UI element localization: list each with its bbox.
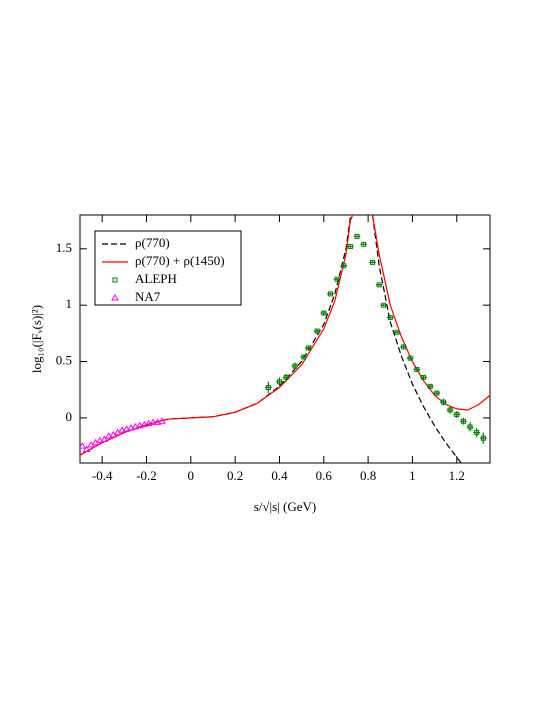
data-point: [276, 379, 282, 385]
data-point: [354, 233, 360, 239]
data-point: [118, 426, 126, 433]
data-point: [370, 259, 376, 265]
data-point: [305, 345, 311, 351]
data-point: [376, 282, 382, 288]
data-point: [401, 344, 407, 350]
x-tick-label: 1.2: [449, 468, 465, 483]
data-point: [387, 315, 393, 321]
data-point: [427, 383, 433, 389]
legend-label: ρ(770) + ρ(1450): [135, 253, 225, 268]
y-tick-label: 1.5: [56, 240, 72, 255]
x-tick-label: -0.4: [92, 468, 113, 483]
data-point: [283, 374, 289, 380]
legend-label: ALEPH: [135, 271, 177, 286]
plot-frame: [79, 214, 491, 464]
x-tick-label: 0.8: [360, 468, 376, 483]
data-point: [334, 276, 340, 282]
data-point: [474, 430, 480, 436]
y-tick-label: 0: [66, 409, 73, 424]
x-tick-label: 0.4: [271, 468, 288, 483]
data-point: [127, 424, 135, 431]
data-point: [122, 425, 131, 432]
data-point: [394, 329, 400, 335]
data-point: [131, 422, 140, 430]
data-point: [144, 419, 153, 427]
y-tick-label: 1: [66, 296, 73, 311]
legend-box: [94, 230, 242, 306]
data-point: [80, 442, 87, 449]
data-point: [480, 435, 486, 441]
x-tick-label: 0.6: [316, 468, 333, 483]
legend-label: NA7: [135, 289, 161, 304]
data-point: [82, 445, 91, 452]
data-point: [414, 366, 420, 372]
data-point: [158, 417, 166, 424]
data-point: [347, 244, 353, 250]
data-point: [361, 241, 367, 247]
data-point: [447, 407, 453, 413]
data-point: [153, 418, 162, 425]
data-point: [421, 374, 427, 380]
data-point: [440, 399, 446, 405]
data-point: [292, 363, 298, 369]
data-point: [96, 436, 104, 443]
x-tick-label: -0.2: [136, 468, 157, 483]
data-point: [321, 310, 327, 316]
data-point: [327, 291, 333, 297]
x-tick-label: 1: [409, 468, 416, 483]
plot-area: [80, 215, 490, 463]
legend-label: ρ(770): [135, 235, 170, 250]
data-point: [467, 424, 473, 430]
data-point: [140, 420, 149, 428]
x-tick-label: 0: [188, 468, 195, 483]
legend-swatch: [112, 277, 118, 283]
data-point: [434, 390, 440, 396]
data-point: [301, 354, 307, 360]
data-point: [314, 328, 320, 334]
data-point: [100, 435, 109, 442]
data-point: [460, 418, 466, 424]
x-axis-label: s/√|s| (GeV): [254, 499, 317, 514]
y-tick-label: 0.5: [56, 353, 72, 368]
data-point: [149, 418, 158, 425]
data-point: [104, 431, 113, 439]
x-tick-label: 0.2: [227, 468, 243, 483]
data-point: [407, 355, 413, 361]
data-point: [454, 412, 460, 418]
data-point: [341, 263, 347, 269]
legend-swatch: [111, 294, 119, 301]
y-axis-label: log₁₀(|Fᵥ(s)|²): [29, 305, 44, 373]
data-point: [265, 384, 271, 390]
data-point: [381, 302, 387, 308]
data-point: [135, 421, 144, 429]
